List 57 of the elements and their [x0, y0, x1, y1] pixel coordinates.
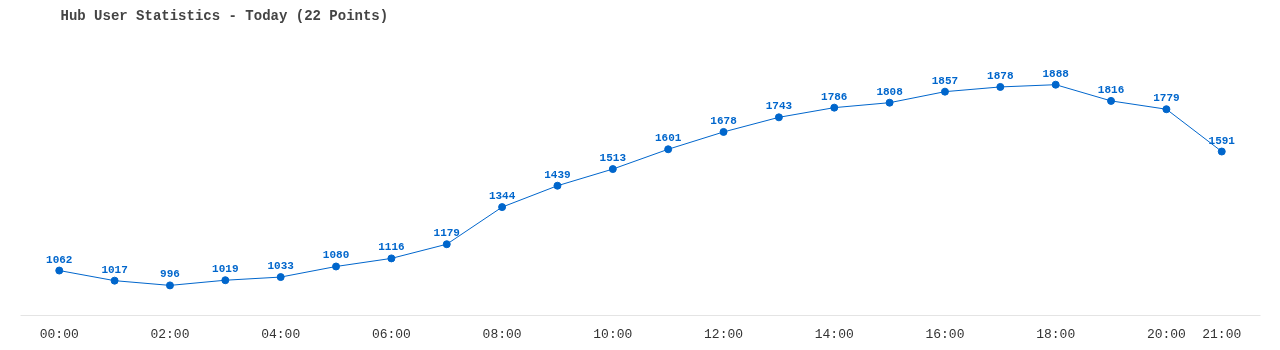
point — [774, 113, 783, 122]
data-label: 1816 — [1097, 83, 1125, 96]
point — [498, 203, 507, 212]
x-tick-label: 20:00 — [1146, 326, 1186, 342]
point — [664, 145, 673, 154]
x-tick-label: 12:00 — [704, 326, 744, 342]
data-label: 1439 — [544, 168, 571, 181]
point — [55, 266, 64, 275]
data-label: 1857 — [931, 74, 959, 87]
data-label: 1033 — [267, 260, 295, 273]
x-tick-label: 16:00 — [925, 326, 965, 342]
x-tick-label: 00:00 — [39, 326, 79, 342]
x-tick-label: 14:00 — [814, 326, 854, 342]
point — [110, 276, 119, 285]
data-label: 1062 — [46, 253, 73, 266]
point — [276, 273, 285, 282]
point — [442, 240, 451, 249]
point — [608, 165, 617, 174]
data-label: 1179 — [433, 227, 460, 240]
point — [221, 276, 230, 285]
data-label: 1678 — [710, 114, 738, 127]
data-label: 1743 — [765, 100, 793, 113]
data-label: 1601 — [654, 132, 682, 145]
point — [1162, 105, 1171, 114]
data-label: 1779 — [1153, 92, 1180, 105]
data-label: 1878 — [987, 69, 1014, 82]
chart-title: Hub User Statistics - Today (22 Points) — [60, 7, 389, 24]
data-label: 1019 — [212, 263, 239, 276]
point — [719, 127, 728, 136]
point — [996, 82, 1005, 91]
point — [332, 262, 341, 271]
data-label: 1591 — [1208, 134, 1236, 147]
data-label: 1786 — [821, 90, 848, 103]
data-label: 1080 — [322, 249, 350, 262]
point — [1217, 147, 1226, 156]
x-tick-label: 04:00 — [261, 326, 301, 342]
x-tick-label: 21:00 — [1202, 326, 1242, 342]
data-label: 1116 — [378, 241, 405, 254]
point — [885, 98, 894, 107]
data-label: 1513 — [599, 152, 627, 165]
x-tick-label: 18:00 — [1036, 326, 1076, 342]
data-label: 1017 — [101, 263, 128, 276]
point — [387, 254, 396, 263]
x-tick-label: 06:00 — [371, 326, 411, 342]
point — [1107, 96, 1116, 105]
data-label: 996 — [160, 268, 180, 281]
x-tick-label: 08:00 — [482, 326, 522, 342]
data-label: 1344 — [488, 190, 516, 203]
point — [553, 181, 562, 190]
data-label: 1888 — [1042, 67, 1070, 80]
x-tick-label: 10:00 — [593, 326, 633, 342]
x-tick-label: 02:00 — [150, 326, 190, 342]
point — [165, 281, 174, 290]
data-label: 1808 — [876, 85, 904, 98]
point — [830, 103, 839, 112]
point — [1051, 80, 1060, 89]
point — [940, 87, 949, 96]
